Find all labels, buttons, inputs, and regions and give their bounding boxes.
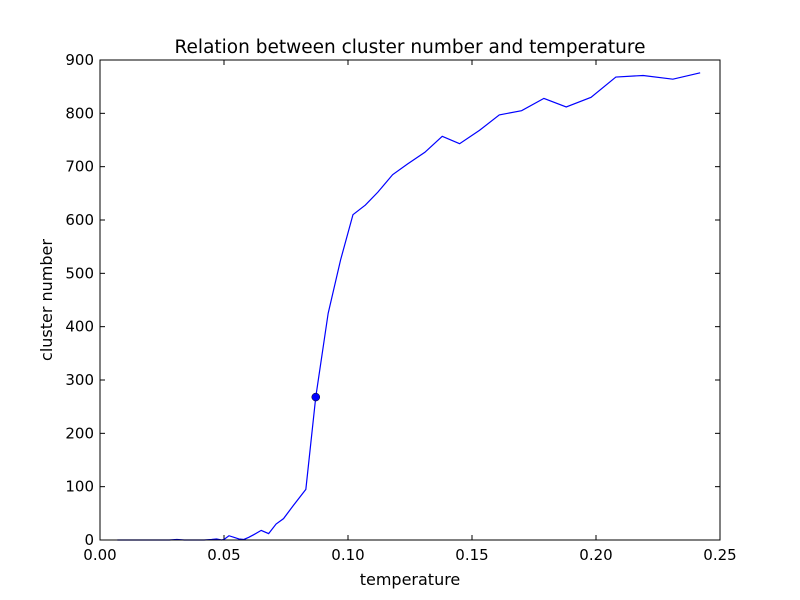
y-tick-label: 400	[65, 318, 94, 336]
y-tick-label: 0	[84, 531, 94, 549]
y-tick-label: 800	[65, 104, 94, 122]
x-tick-label: 0.20	[579, 546, 612, 564]
y-tick-label: 300	[65, 371, 94, 389]
x-axis-label: temperature	[360, 570, 461, 589]
ticks-layer: 0.00 0.05 0.10 0.15 0.20 0.25 0 100 200 300 400 500…	[65, 51, 736, 564]
y-tick-label: 900	[65, 51, 94, 69]
chart-title: Relation between cluster number and temp…	[175, 37, 646, 58]
y-tick-label: 200	[65, 424, 94, 442]
x-tick-label: 0.10	[331, 546, 364, 564]
x-tick-label: 0.05	[207, 546, 240, 564]
highlight-point	[311, 392, 321, 402]
x-tick-label: 0.00	[83, 546, 116, 564]
y-tick-label: 100	[65, 478, 94, 496]
y-tick-label: 700	[65, 158, 94, 176]
x-tick-label: 0.15	[455, 546, 488, 564]
x-tick-label: 0.25	[703, 546, 736, 564]
plot-area	[100, 60, 720, 540]
y-tick-label: 500	[65, 264, 94, 282]
y-axis-label: cluster number	[37, 239, 56, 361]
plot-frame	[99, 59, 721, 541]
y-tick-label: 600	[65, 211, 94, 229]
